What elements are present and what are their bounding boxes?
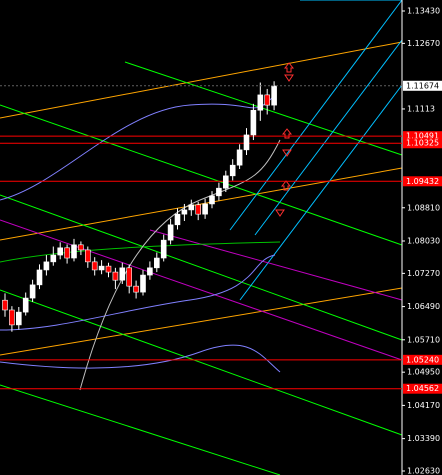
candle-body	[236, 149, 243, 166]
candle-body	[271, 85, 277, 106]
channel-line	[254, 39, 403, 236]
y-tick-label: 1.04950	[407, 368, 440, 377]
arrow-down	[284, 74, 294, 82]
candle-body	[257, 94, 264, 111]
level-label: 1.10491	[406, 132, 439, 141]
arrow-down	[275, 209, 285, 217]
candle-body	[64, 247, 70, 259]
level-box	[403, 354, 442, 365]
candle-body	[167, 224, 174, 241]
y-tick-label: 1.08810	[407, 203, 440, 212]
trend-line	[149, 229, 403, 301]
trend-lines	[0, 0, 403, 475]
level-box	[403, 383, 442, 394]
candle-body	[216, 187, 222, 197]
y-tick-label: 1.12670	[407, 39, 440, 48]
level-label: 1.10325	[406, 139, 439, 148]
candle-body	[50, 254, 57, 263]
candle-body	[181, 209, 188, 215]
candle-body	[9, 309, 15, 326]
level-label: 1.04562	[406, 384, 439, 393]
band-lower	[0, 254, 276, 331]
y-tick-label: 1.13430	[407, 6, 440, 15]
candle-body	[264, 94, 271, 106]
candle-body	[29, 284, 36, 299]
candle-body	[133, 285, 139, 293]
candle-body	[71, 244, 77, 259]
candle-body	[43, 261, 50, 271]
candle-body	[188, 204, 195, 211]
trend-line	[0, 104, 403, 246]
candle-body	[22, 297, 29, 313]
candle-body	[243, 134, 250, 151]
y-tick-label: 1.07270	[407, 269, 440, 278]
y-tick-label: 1.06490	[407, 302, 440, 311]
level-box	[403, 138, 442, 149]
arrow-up	[283, 62, 295, 73]
trend-line	[0, 194, 403, 341]
y-tick-label: 1.04170	[407, 401, 440, 410]
last-price-label: 1.11674	[406, 81, 439, 90]
indicator-line	[79, 139, 281, 391]
candle-body	[2, 299, 8, 311]
y-tick-label: 1.1113	[407, 104, 435, 113]
arrow-down	[282, 149, 292, 157]
trend-line	[0, 289, 403, 436]
candle-body	[57, 247, 64, 256]
candle-body	[126, 267, 132, 287]
candle-body	[160, 239, 167, 259]
trend-line	[0, 41, 403, 119]
trend-line	[0, 167, 403, 241]
candle-body	[98, 265, 105, 271]
candle-body	[112, 271, 119, 281]
candle-body	[91, 261, 98, 271]
candle-body	[36, 269, 43, 286]
y-tick-label: 1.05710	[407, 335, 440, 344]
level-label: 1.05240	[406, 355, 439, 364]
arrow-up	[280, 180, 292, 191]
level-box	[403, 176, 442, 187]
oscillator	[0, 344, 281, 373]
channel-line	[229, 0, 403, 231]
level-label: 1.09432	[406, 177, 439, 186]
candle-body	[85, 249, 91, 263]
y-tick-label: 1.03390	[407, 434, 440, 443]
y-tick-label: 1.08030	[407, 236, 440, 245]
candle-body	[195, 204, 201, 215]
candle-body	[223, 175, 229, 189]
channel-line	[239, 84, 403, 301]
candle-body	[209, 195, 215, 205]
candle-body	[78, 244, 84, 251]
candle-body	[174, 213, 181, 226]
moving-average	[0, 241, 281, 263]
candle-body	[202, 203, 208, 215]
candle-body	[250, 109, 257, 136]
candle-body	[15, 311, 22, 326]
candle-body	[140, 274, 146, 293]
candle-body	[154, 257, 160, 269]
candle-body	[105, 265, 112, 273]
trend-line	[124, 61, 403, 156]
last-price-box	[403, 80, 442, 91]
level-box	[403, 131, 442, 142]
candle-body	[119, 267, 126, 281]
y-tick-label: 1.02630	[407, 466, 440, 475]
trend-line	[0, 384, 281, 475]
arrows	[275, 62, 295, 217]
candle-body	[229, 164, 236, 177]
candle-body	[147, 267, 153, 276]
trend-line	[0, 287, 403, 356]
band-upper	[0, 94, 276, 201]
trend-line	[0, 219, 403, 361]
